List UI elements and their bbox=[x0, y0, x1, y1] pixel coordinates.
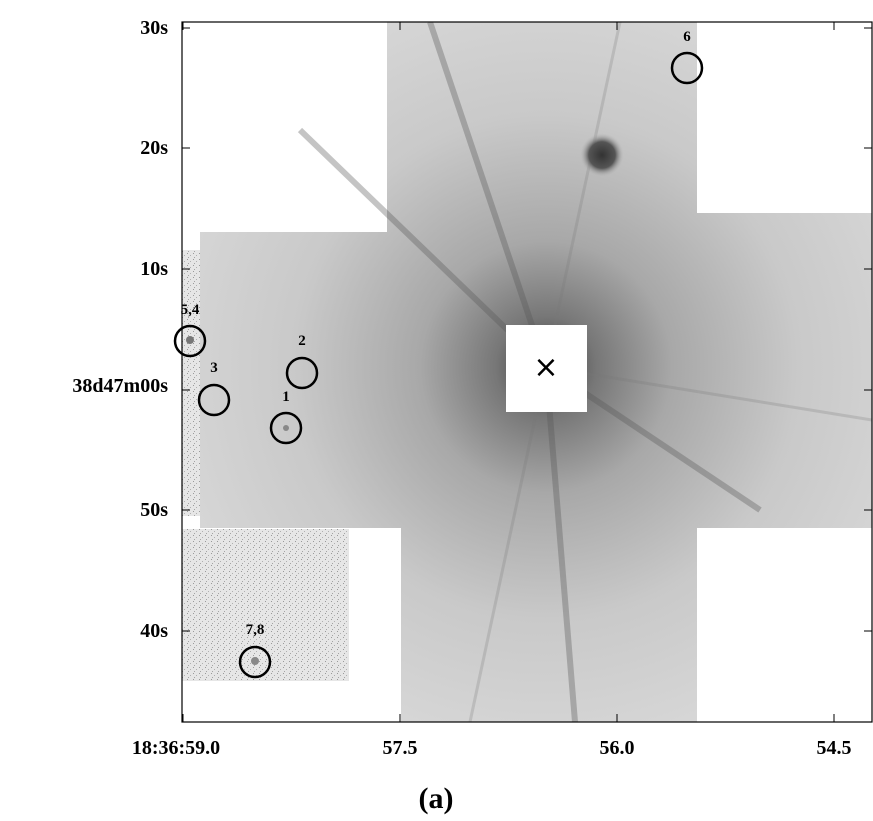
source-label: 5,4 bbox=[181, 302, 200, 318]
source-label: 2 bbox=[298, 333, 306, 349]
x-tick-label: 56.0 bbox=[600, 737, 635, 759]
source-label: 7,8 bbox=[246, 622, 265, 638]
y-tick-label: 38d47m00s bbox=[72, 375, 168, 397]
x-tick-label: 54.5 bbox=[817, 737, 852, 759]
tick-marks bbox=[182, 22, 872, 722]
y-tick-label: 30s bbox=[140, 17, 168, 39]
source-circle bbox=[285, 356, 319, 390]
source-label: 3 bbox=[210, 360, 218, 376]
source-circle bbox=[173, 324, 207, 358]
source-circles bbox=[173, 51, 704, 679]
figure-caption: (a) bbox=[419, 782, 454, 815]
source-label: 6 bbox=[683, 29, 691, 45]
y-tick-label: 10s bbox=[140, 258, 168, 280]
x-tick-label: 57.5 bbox=[383, 737, 418, 759]
plot-frame bbox=[181, 21, 873, 723]
source-label: 1 bbox=[282, 389, 290, 405]
x-tick-label: 18:36:59.0 bbox=[132, 737, 220, 759]
y-tick-label: 50s bbox=[140, 499, 168, 521]
sky-mosaic bbox=[182, 22, 872, 722]
target-star-mark: × bbox=[533, 350, 558, 385]
source-circle bbox=[269, 411, 303, 445]
source-circle bbox=[197, 383, 231, 417]
y-tick-label: 20s bbox=[140, 137, 168, 159]
source-circle bbox=[670, 51, 704, 85]
y-tick-label: 40s bbox=[140, 620, 168, 642]
source-circle bbox=[238, 645, 272, 679]
